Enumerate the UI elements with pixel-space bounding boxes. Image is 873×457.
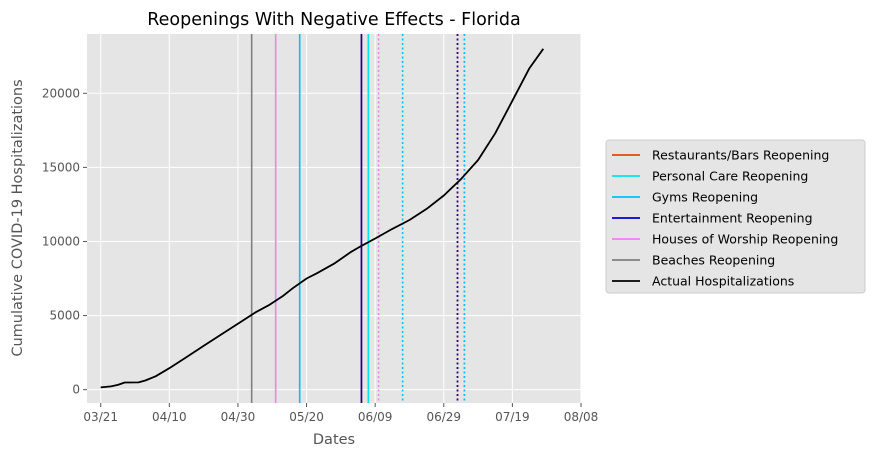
legend-label: Houses of Worship Reopening	[652, 232, 838, 247]
y-tick-label: 15000	[42, 160, 80, 174]
legend-label: Beaches Reopening	[652, 253, 775, 268]
x-tick-label: 04/10	[152, 410, 187, 424]
x-tick-label: 03/21	[83, 410, 118, 424]
hospitalizations-line	[100, 48, 545, 389]
grid	[87, 34, 582, 403]
x-tick-label: 06/29	[426, 410, 461, 424]
legend-label: Entertainment Reopening	[652, 211, 813, 226]
x-axis-ticks: 03/21 04/10 04/30 05/20 06/09 06/29 07/19 08/08	[83, 403, 598, 424]
legend-label: Personal Care Reopening	[652, 169, 808, 184]
reopening-lines	[250, 34, 466, 403]
x-tick-label: 07/19	[495, 410, 530, 424]
y-tick-label: 5000	[49, 309, 80, 323]
y-tick-label: 20000	[42, 86, 80, 100]
y-tick-label: 0	[72, 383, 80, 397]
y-axis-label: Cumulative COVID-19 Hospitalizations	[10, 79, 26, 356]
y-tick-label: 10000	[42, 234, 80, 248]
x-axis-label: Dates	[313, 432, 355, 448]
x-tick-label: 05/20	[289, 410, 324, 424]
x-tick-label: 06/09	[358, 410, 393, 424]
x-tick-label: 08/08	[564, 410, 599, 424]
y-axis-ticks: 0 5000 10000 15000 20000	[42, 86, 87, 397]
chart-title: Reopenings With Negative Effects - Flori…	[147, 10, 520, 30]
legend-label: Gyms Reopening	[652, 190, 758, 205]
legend-box	[605, 139, 866, 294]
series-layer	[100, 48, 545, 389]
x-tick-label: 04/30	[221, 410, 256, 424]
legend-label: Restaurants/Bars Reopening	[652, 148, 829, 163]
legend: Restaurants/Bars Reopening Personal Care …	[605, 139, 866, 294]
legend-label: Actual Hospitalizations	[652, 274, 794, 289]
plot-area	[87, 34, 581, 403]
